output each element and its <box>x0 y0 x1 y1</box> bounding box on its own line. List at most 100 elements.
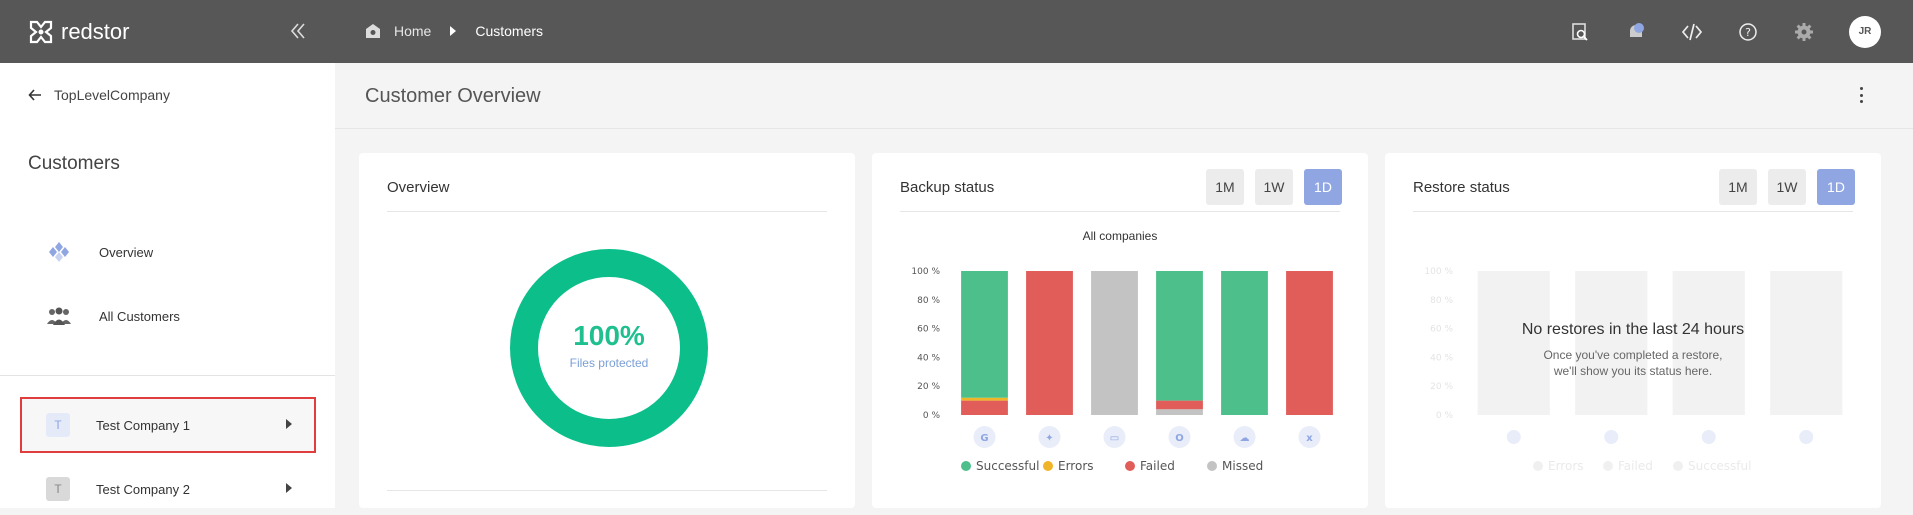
salesforce-icon <box>1233 426 1256 448</box>
dropbox-icon-glyph: ✦ <box>1045 433 1053 444</box>
card-title: Overview <box>387 179 450 196</box>
empty-bar <box>1672 271 1745 415</box>
legend-label[interactable]: Failed <box>1618 459 1653 473</box>
dropbox-icon <box>1038 426 1061 448</box>
y-tick-label: 60 % <box>917 325 940 335</box>
empty-state-title: No restores in the last 24 hours <box>1521 321 1745 338</box>
page-header: Customer Overview <box>335 63 1913 129</box>
help-icon[interactable]: ? <box>1737 21 1759 43</box>
back-to-parent-link[interactable]: TopLevelCompany <box>28 87 170 103</box>
backup-status-card: Backup status 1M 1W 1D All companies 0 %… <box>872 153 1368 508</box>
y-tick-label: 0 % <box>1436 411 1454 421</box>
brand-name: redstor <box>61 19 130 44</box>
page-title: Customer Overview <box>365 85 541 107</box>
legend-label[interactable]: Errors <box>1058 459 1094 473</box>
office365-icon-glyph: O <box>1175 433 1184 444</box>
computer-icon <box>1103 426 1126 448</box>
breadcrumb-home[interactable]: Home <box>394 23 432 39</box>
card-divider <box>387 211 827 212</box>
settings-gear-icon[interactable] <box>1793 21 1815 43</box>
y-tick-label: 40 % <box>917 353 940 363</box>
card-title: Restore status <box>1413 179 1510 196</box>
svg-text:?: ? <box>1745 26 1751 39</box>
company-item-test-company-1[interactable]: T Test Company 1 <box>20 397 316 453</box>
period-1w-button[interactable]: 1W <box>1255 169 1293 205</box>
legend-label[interactable]: Successful <box>976 459 1039 473</box>
period-1d-button[interactable]: 1D <box>1817 169 1855 205</box>
bar-segment-errors[interactable] <box>961 397 1008 401</box>
card-divider <box>900 211 1340 212</box>
sidebar-item-label: Overview <box>99 244 154 260</box>
legend-swatch <box>1043 461 1053 471</box>
expand-arrow-icon[interactable] <box>286 483 292 493</box>
more-options-icon[interactable] <box>1851 85 1871 105</box>
legend-swatch <box>961 461 971 471</box>
sidebar-item-overview[interactable]: Overview <box>45 240 153 264</box>
google-icon <box>973 426 996 448</box>
company-label: Test Company 2 <box>96 481 190 497</box>
y-tick-label: 20 % <box>917 382 940 392</box>
period-1m-button[interactable]: 1M <box>1719 169 1757 205</box>
empty-state-line-2: we'll show you its status here. <box>1553 364 1713 378</box>
y-tick-label: 100 % <box>1424 267 1453 277</box>
bar-segment-missed[interactable] <box>1091 271 1138 415</box>
category-placeholder-icon <box>1701 430 1716 444</box>
bar-segment-failed[interactable] <box>1156 400 1203 410</box>
legend-swatch <box>1207 461 1217 471</box>
card-title: Backup status <box>900 179 995 196</box>
y-tick-label: 20 % <box>1430 382 1453 392</box>
home-icon[interactable] <box>364 22 382 40</box>
overview-card: Overview 100% Files protected <box>359 153 855 508</box>
restore-status-card: Restore status 1M 1W 1D 0 % 20 % 40 % 60 % 8… <box>1385 153 1881 508</box>
files-protected-donut: 100% Files protected <box>509 248 709 448</box>
google-icon-glyph: G <box>980 433 988 444</box>
period-1m-button[interactable]: 1M <box>1206 169 1244 205</box>
search-report-icon[interactable] <box>1569 21 1591 43</box>
back-arrow-icon <box>28 89 41 101</box>
bar-segment-failed[interactable] <box>1026 271 1073 415</box>
y-tick-label: 100 % <box>911 267 940 277</box>
bar-segment-missed[interactable] <box>1156 409 1203 415</box>
sidebar: TopLevelCompany Customers Overview All C… <box>0 63 335 508</box>
xero-icon-glyph: x <box>1306 433 1313 444</box>
main-content: Customer Overview Overview 100% Files pr… <box>335 63 1913 508</box>
category-placeholder-icon <box>1799 430 1814 444</box>
restore-empty-state: No restores in the last 24 hours Once yo… <box>1385 321 1881 379</box>
sidebar-item-all-customers[interactable]: All Customers <box>45 304 180 328</box>
legend-swatch <box>1603 461 1613 471</box>
breadcrumb-current: Customers <box>475 23 544 39</box>
period-1w-button[interactable]: 1W <box>1768 169 1806 205</box>
legend-label[interactable]: Successful <box>1688 459 1751 473</box>
restore-status-chart: 0 % 20 % 40 % 60 % 80 % 100 % Errors Failed Succ… <box>1424 267 1843 473</box>
bar-segment-failed[interactable] <box>1286 271 1333 415</box>
user-avatar[interactable]: JR <box>1849 15 1881 48</box>
legend-swatch <box>1125 461 1135 471</box>
category-placeholder-icon <box>1604 430 1619 444</box>
top-toolbar: ? JR <box>1569 0 1913 63</box>
office365-icon <box>1168 426 1191 448</box>
category-placeholder-icon <box>1506 430 1521 444</box>
bar-segment-successful[interactable] <box>1156 271 1203 401</box>
brand-logo[interactable]: redstor <box>27 18 129 46</box>
company-initial-tile: T <box>46 477 70 501</box>
api-code-icon[interactable] <box>1681 21 1703 43</box>
bar-segment-successful[interactable] <box>1221 271 1268 415</box>
notifications-icon[interactable] <box>1625 21 1647 43</box>
legend-label[interactable]: Errors <box>1548 459 1584 473</box>
bar-segment-successful[interactable] <box>961 271 1008 398</box>
legend-label[interactable]: Failed <box>1140 459 1175 473</box>
people-icon <box>45 304 73 328</box>
expand-arrow-icon[interactable] <box>286 419 292 429</box>
collapse-sidebar-icon[interactable] <box>287 20 309 42</box>
company-item-test-company-2[interactable]: T Test Company 2 <box>22 463 314 515</box>
empty-bar <box>1575 271 1648 415</box>
company-initial-tile: T <box>46 413 70 437</box>
period-1d-button[interactable]: 1D <box>1304 169 1342 205</box>
empty-state-line-1: Once you've completed a restore, <box>1543 348 1723 362</box>
breadcrumb-separator-icon <box>450 26 457 36</box>
y-tick-label: 80 % <box>917 296 940 306</box>
sidebar-item-label: All Customers <box>99 308 180 324</box>
legend-label[interactable]: Missed <box>1222 459 1263 473</box>
protected-percent: 100% <box>573 320 645 351</box>
bar-segment-failed[interactable] <box>961 400 1008 415</box>
